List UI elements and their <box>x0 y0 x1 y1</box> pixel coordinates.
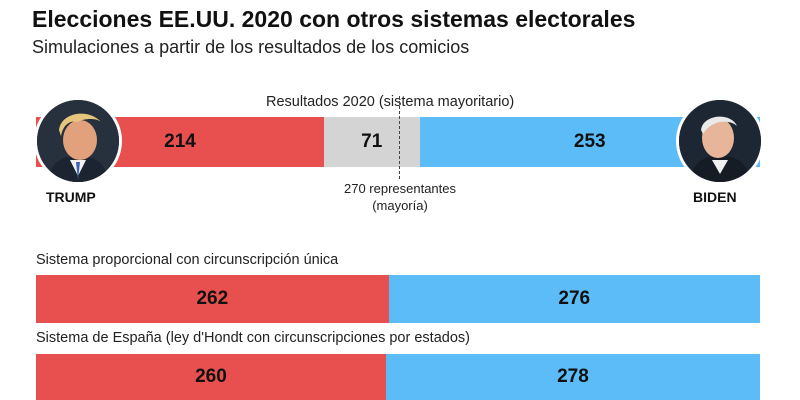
trump-portrait <box>34 97 122 185</box>
value-spain-biden: 278 <box>557 366 589 387</box>
row-label-spain: Sistema de España (ley d'Hondt con circu… <box>36 330 470 346</box>
chart-subtitle: Simulaciones a partir de los resultados … <box>32 37 470 57</box>
majority-annotation-line1: 270 representantes <box>343 181 457 196</box>
value-spain-trump: 260 <box>195 366 227 387</box>
row-label-proportional: Sistema proporcional con circunscripción… <box>36 252 339 268</box>
biden-label: BIDEN <box>693 189 737 205</box>
value-2020-undecided: 71 <box>361 131 383 152</box>
value-proportional-trump: 262 <box>196 288 229 309</box>
bar-proportional-biden: 276 <box>388 275 760 323</box>
majority-line <box>399 96 400 214</box>
majority-annotation-line2: (mayoría) <box>372 198 428 213</box>
row-label-2020: Resultados 2020 (sistema mayoritario) <box>266 94 515 110</box>
value-2020-trump: 214 <box>164 131 196 152</box>
bar-2020-undecided: 71 <box>323 117 420 167</box>
bar-proportional-trump: 262 <box>36 275 389 323</box>
biden-portrait <box>676 97 764 185</box>
value-2020-biden: 253 <box>573 131 606 152</box>
value-proportional-biden: 276 <box>558 288 591 309</box>
biden-portrait-image <box>679 100 761 182</box>
chart-title: Elecciones EE.UU. 2020 con otros sistema… <box>32 6 636 32</box>
bar-spain-biden: 278 <box>385 354 760 400</box>
trump-label: TRUMP <box>46 189 96 205</box>
majority-annotation: 270 representantes (mayoría) <box>330 180 470 214</box>
trump-portrait-image <box>37 100 119 182</box>
bar-spain-trump: 260 <box>36 354 386 400</box>
